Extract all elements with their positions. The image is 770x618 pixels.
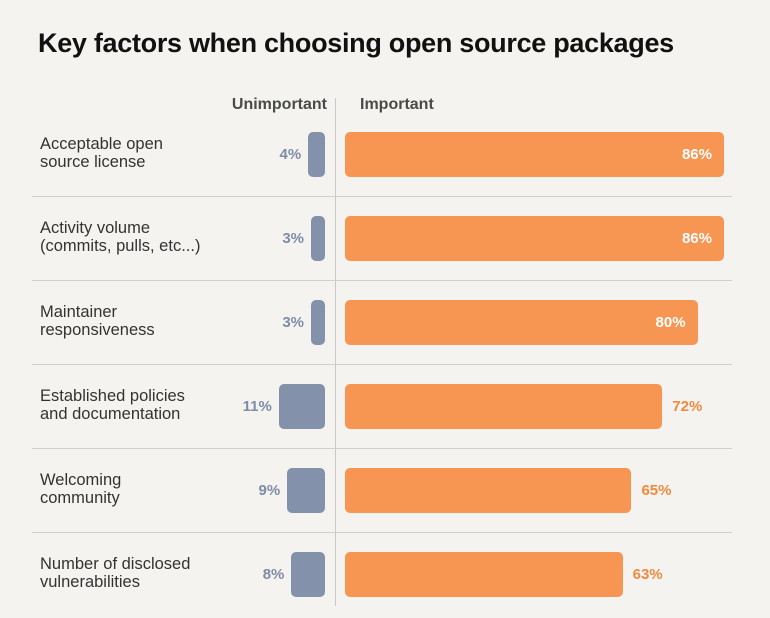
important-value-label: 72% xyxy=(672,398,703,415)
important-bar xyxy=(345,132,724,177)
unimportant-bar xyxy=(311,300,325,345)
unimportant-bar xyxy=(311,216,325,261)
category-label-line: Acceptable open xyxy=(40,135,163,153)
unimportant-bar xyxy=(308,132,325,177)
row-separator xyxy=(32,532,732,533)
category-label: Acceptable open source license xyxy=(40,135,240,171)
important-value-label: 86% xyxy=(681,230,712,247)
unimportant-value-label: 3% xyxy=(282,230,304,247)
category-label: Activity volume (commits, pulls, etc...) xyxy=(40,219,240,255)
important-value-label: 86% xyxy=(681,146,712,163)
unimportant-value-label: 9% xyxy=(258,482,281,499)
unimportant-bar xyxy=(291,552,325,597)
category-label-line: Activity volume xyxy=(40,219,151,237)
category-label: Welcoming community xyxy=(40,471,240,507)
category-label-line: Maintainer xyxy=(40,303,118,321)
row-separator xyxy=(32,448,732,449)
important-bar xyxy=(345,300,698,345)
category-label-line: source license xyxy=(40,153,146,171)
unimportant-value-label: 8% xyxy=(262,566,285,583)
category-label-line: responsiveness xyxy=(40,321,155,339)
center-axis-line xyxy=(335,98,336,606)
important-header: Important xyxy=(360,96,434,113)
row-separator xyxy=(32,196,732,197)
category-label-line: community xyxy=(40,489,120,507)
important-bar xyxy=(345,384,663,429)
important-bar xyxy=(345,552,623,597)
chart-title: Key factors when choosing open source pa… xyxy=(38,28,674,58)
unimportant-value-label: 11% xyxy=(242,398,272,415)
unimportant-value-label: 3% xyxy=(282,314,304,331)
category-label-line: vulnerabilities xyxy=(40,573,140,591)
important-value-label: 80% xyxy=(655,314,686,331)
category-label-line: (commits, pulls, etc...) xyxy=(40,237,201,255)
category-label: Number of disclosed vulnerabilities xyxy=(40,555,240,591)
category-label-line: Established policies xyxy=(40,387,185,405)
important-value-label: 65% xyxy=(641,482,672,499)
important-bar xyxy=(345,216,724,261)
unimportant-header: Unimportant xyxy=(231,96,327,113)
unimportant-value-label: 4% xyxy=(279,146,302,163)
important-value-label: 63% xyxy=(632,566,663,583)
category-label: Established policies and documentation xyxy=(40,387,240,423)
category-label: Maintainer responsiveness xyxy=(40,303,240,339)
unimportant-bar xyxy=(278,384,325,429)
row-separator xyxy=(32,364,732,365)
important-bar xyxy=(345,468,632,513)
category-label-line: Number of disclosed xyxy=(40,555,191,573)
row-separator xyxy=(32,280,732,281)
unimportant-bar xyxy=(287,468,325,513)
category-label-line: Welcoming xyxy=(40,471,122,489)
category-label-line: and documentation xyxy=(40,405,181,423)
